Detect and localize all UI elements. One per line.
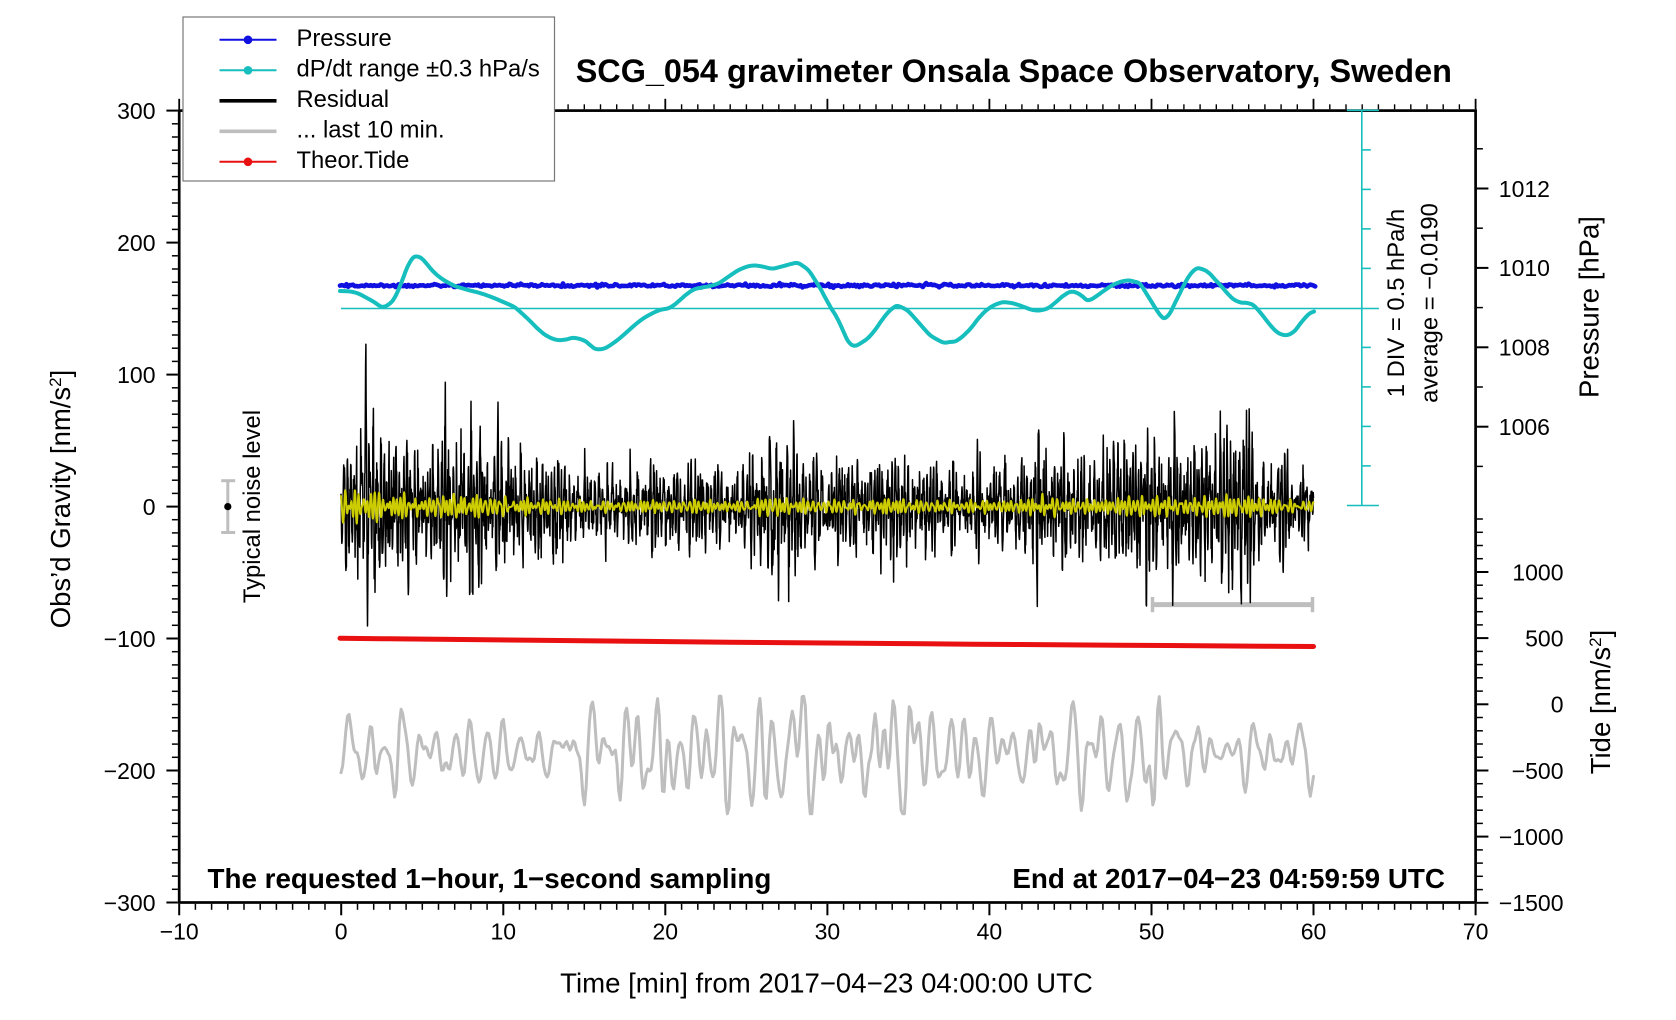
svg-text:30: 30 bbox=[815, 919, 841, 945]
svg-text:−1000: −1000 bbox=[1499, 824, 1564, 850]
svg-text:−500: −500 bbox=[1512, 758, 1564, 784]
svg-text:... last 10 min.: ... last 10 min. bbox=[297, 116, 445, 143]
svg-text:1 DIV = 0.5 hPa/h: 1 DIV = 0.5 hPa/h bbox=[1383, 209, 1410, 398]
svg-text:70: 70 bbox=[1463, 919, 1489, 945]
svg-text:average = −0.0190: average = −0.0190 bbox=[1417, 203, 1444, 403]
svg-text:1000: 1000 bbox=[1512, 559, 1563, 585]
svg-text:50: 50 bbox=[1139, 919, 1165, 945]
svg-text:−1500: −1500 bbox=[1499, 890, 1564, 916]
svg-text:Theor.Tide: Theor.Tide bbox=[297, 147, 410, 174]
svg-text:0: 0 bbox=[1551, 692, 1564, 718]
svg-text:dP/dt range ±0.3 hPa/s: dP/dt range ±0.3 hPa/s bbox=[297, 55, 540, 82]
svg-text:Pressure: Pressure bbox=[297, 25, 392, 52]
svg-text:500: 500 bbox=[1525, 625, 1563, 651]
svg-text:−100: −100 bbox=[104, 626, 156, 652]
svg-text:300: 300 bbox=[117, 98, 155, 124]
svg-text:End at 2017−04−23 04:59:59 UTC: End at 2017−04−23 04:59:59 UTC bbox=[1012, 863, 1445, 894]
svg-text:10: 10 bbox=[491, 919, 517, 945]
svg-text:Obs’d Gravity [nm/s2]: Obs’d Gravity [nm/s2] bbox=[45, 370, 76, 629]
svg-text:The requested 1−hour, 1−second: The requested 1−hour, 1−second sampling bbox=[208, 863, 772, 894]
svg-text:1008: 1008 bbox=[1499, 335, 1550, 361]
svg-text:Time [min] from 2017−04−23 04:: Time [min] from 2017−04−23 04:00:00 UTC bbox=[560, 967, 1093, 998]
svg-text:Pressure [hPa]: Pressure [hPa] bbox=[1574, 216, 1605, 398]
svg-text:−300: −300 bbox=[104, 890, 156, 916]
svg-text:Typical noise level: Typical noise level bbox=[239, 410, 266, 603]
svg-text:60: 60 bbox=[1301, 919, 1327, 945]
svg-text:−10: −10 bbox=[160, 919, 199, 945]
svg-text:1006: 1006 bbox=[1499, 414, 1550, 440]
svg-text:1012: 1012 bbox=[1499, 176, 1550, 202]
svg-text:0: 0 bbox=[143, 494, 156, 520]
svg-text:−200: −200 bbox=[104, 758, 156, 784]
svg-text:Residual: Residual bbox=[297, 86, 390, 113]
svg-text:0: 0 bbox=[335, 919, 348, 945]
svg-text:1010: 1010 bbox=[1499, 255, 1550, 281]
svg-text:40: 40 bbox=[977, 919, 1003, 945]
svg-text:200: 200 bbox=[117, 230, 155, 256]
svg-text:20: 20 bbox=[653, 919, 679, 945]
svg-text:SCG_054 gravimeter Onsala Spac: SCG_054 gravimeter Onsala Space Observat… bbox=[576, 53, 1452, 89]
svg-text:100: 100 bbox=[117, 362, 155, 388]
svg-text:Tide [nm/s2]: Tide [nm/s2] bbox=[1585, 630, 1616, 774]
